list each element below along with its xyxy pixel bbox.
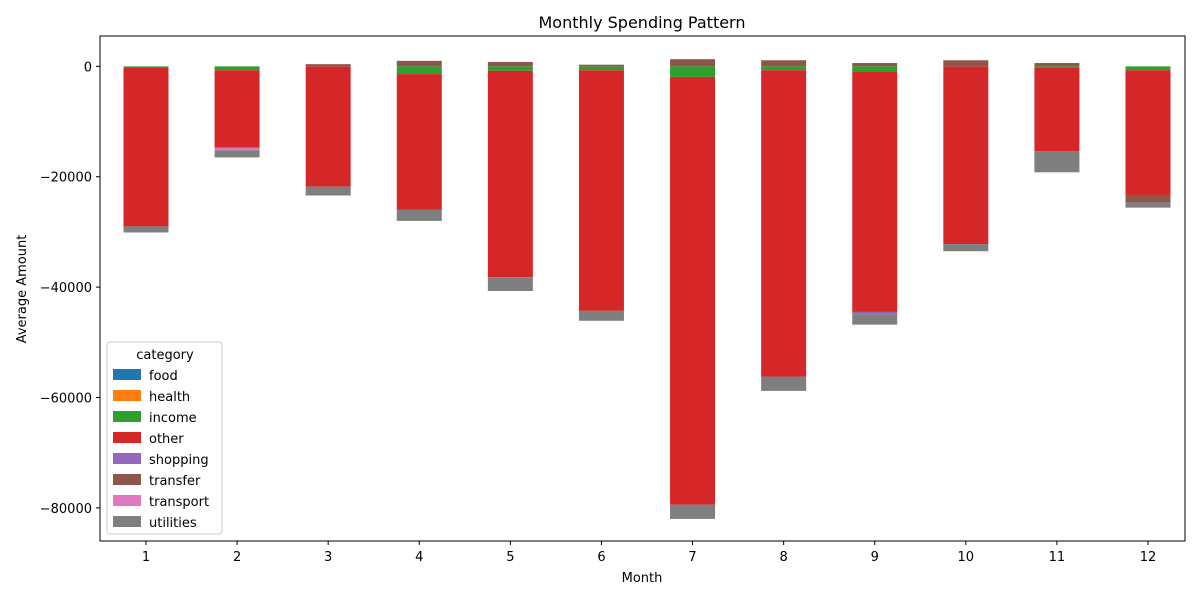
bar-utilities-month-12 — [1125, 202, 1171, 208]
legend-label-income: income — [149, 411, 197, 426]
y-axis: 0 −20000 −40000 −60000 −80000 — [40, 60, 100, 517]
bar-utilities-month-8 — [761, 376, 807, 391]
bar-transfer-month-10 — [943, 60, 989, 67]
legend-swatch-health — [113, 390, 141, 401]
legend-title: category — [136, 348, 194, 363]
bar-other-month-10 — [943, 66, 989, 245]
x-tick-label: 8 — [779, 550, 787, 565]
bar-utilities-month-11 — [1034, 151, 1080, 173]
bar-transfer-month-4 — [396, 60, 442, 67]
y-axis-label: Average Amount — [15, 235, 30, 344]
x-tick-label: 4 — [415, 550, 423, 565]
bar-transport-month-2 — [214, 147, 260, 151]
x-axis: 1 2 3 4 5 6 7 8 9 10 11 12 — [142, 541, 1156, 565]
x-tick-label: 1 — [142, 550, 150, 565]
bar-transfer-month-12 — [1125, 194, 1171, 203]
bar-income-month-7 — [670, 66, 716, 77]
legend-swatch-utilities — [113, 516, 141, 527]
bar-other-month-6 — [578, 70, 624, 311]
bar-utilities-month-2 — [214, 150, 260, 158]
bar-income-month-9 — [852, 66, 898, 72]
bar-income-month-5 — [487, 66, 533, 71]
bar-transfer-month-5 — [487, 61, 533, 67]
bar-utilities-month-9 — [852, 314, 898, 325]
legend-swatch-income — [113, 411, 141, 422]
bar-other-month-5 — [487, 70, 533, 278]
bar-other-month-1 — [123, 68, 169, 227]
legend-label-food: food — [149, 369, 178, 384]
bar-utilities-month-1 — [123, 226, 169, 233]
bar-income-month-2 — [214, 66, 260, 71]
bar-other-month-3 — [305, 66, 351, 187]
bar-income-month-11 — [1034, 66, 1080, 69]
bar-other-month-11 — [1034, 68, 1080, 152]
bar-transfer-month-6 — [578, 64, 624, 67]
y-tick-label: −40000 — [40, 281, 92, 296]
bar-utilities-month-7 — [670, 504, 716, 519]
bar-other-month-4 — [396, 74, 442, 210]
bar-other-month-7 — [670, 76, 716, 505]
bar-utilities-month-5 — [487, 277, 533, 291]
bar-transfer-month-7 — [670, 59, 716, 67]
x-tick-label: 9 — [871, 550, 879, 565]
bar-other-month-9 — [852, 71, 898, 312]
x-tick-label: 2 — [233, 550, 241, 565]
bar-utilities-month-6 — [578, 310, 624, 321]
x-tick-label: 5 — [506, 550, 514, 565]
bar-other-month-8 — [761, 70, 807, 377]
plot-frame — [99, 35, 1186, 542]
bar-transfer-month-3 — [305, 64, 351, 67]
bar-transfer-month-9 — [852, 63, 898, 67]
legend-swatch-transport — [113, 495, 141, 506]
legend-label-health: health — [149, 390, 190, 405]
bar-income-month-12 — [1125, 66, 1171, 71]
x-tick-label: 10 — [958, 550, 975, 565]
bar-utilities-month-4 — [396, 209, 442, 221]
y-tick-label: −80000 — [40, 502, 92, 517]
legend-label-other: other — [149, 432, 184, 447]
x-tick-label: 7 — [688, 550, 696, 565]
x-tick-label: 6 — [597, 550, 605, 565]
x-axis-label: Month — [622, 571, 663, 586]
bar-transfer-month-11 — [1034, 63, 1080, 67]
legend-label-utilities: utilities — [149, 516, 197, 531]
legend-label-transport: transport — [149, 495, 209, 510]
bar-other-month-12 — [1125, 70, 1171, 195]
bar-transfer-month-8 — [761, 60, 807, 67]
legend: category food health income other shopping tr… — [106, 341, 223, 535]
bar-utilities-month-10 — [943, 244, 989, 252]
legend-swatch-transfer — [113, 474, 141, 485]
legend-swatch-other — [113, 432, 141, 443]
bar-shopping-month-9 — [852, 311, 898, 315]
x-tick-label: 11 — [1049, 550, 1066, 565]
bar-other-month-2 — [214, 70, 260, 148]
y-tick-label: −60000 — [40, 392, 92, 407]
y-tick-label: 0 — [84, 60, 92, 75]
x-tick-label: 12 — [1140, 550, 1157, 565]
legend-swatch-food — [113, 369, 141, 380]
y-tick-label: −20000 — [40, 171, 92, 186]
x-tick-label: 3 — [324, 550, 332, 565]
bar-income-month-4 — [396, 66, 442, 75]
legend-label-transfer: transfer — [149, 474, 201, 489]
legend-label-shopping: shopping — [149, 453, 209, 468]
bar-income-month-1 — [123, 66, 169, 69]
bar-income-month-8 — [761, 66, 807, 71]
bar-utilities-month-3 — [305, 186, 351, 196]
legend-swatch-shopping — [113, 453, 141, 464]
bars — [123, 59, 1171, 519]
chart-title: Monthly Spending Pattern — [539, 13, 746, 32]
bar-income-month-6 — [578, 66, 624, 71]
